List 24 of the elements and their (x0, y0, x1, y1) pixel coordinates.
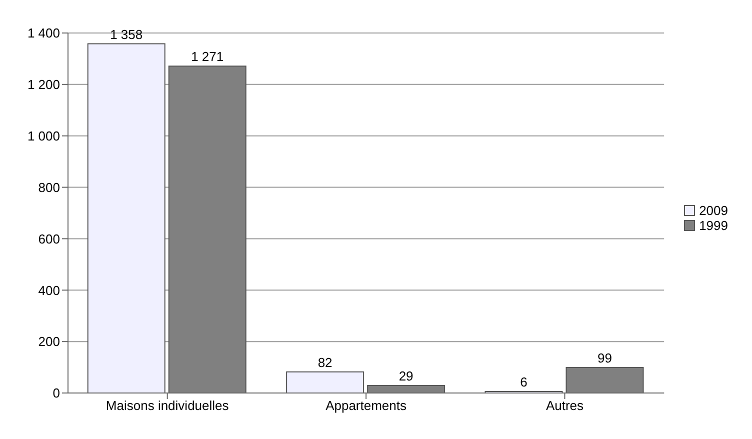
data-label: 99 (598, 350, 612, 366)
legend-label: 2009 (699, 203, 728, 218)
bar (87, 43, 166, 393)
y-tick-label: 200 (38, 334, 60, 350)
x-tick-label: Appartements (326, 398, 408, 414)
y-tick-label: 600 (38, 231, 60, 246)
data-label: 29 (398, 368, 414, 384)
y-tick-label: 1 000 (27, 128, 60, 144)
legend-label: 1999 (699, 218, 728, 233)
data-label: 1 358 (110, 26, 143, 42)
data-label: 82 (318, 354, 332, 370)
y-tick-label: 800 (38, 180, 60, 195)
data-label: 6 (520, 374, 528, 390)
y-tick-label: 1 400 (27, 26, 60, 41)
x-tick-label: Autres (546, 398, 584, 414)
y-tick-label: 0 (52, 386, 60, 401)
bar (367, 385, 446, 393)
data-label: 1 271 (191, 49, 224, 64)
bar (566, 367, 644, 393)
bar (168, 66, 246, 393)
y-tick-label: 1 200 (27, 77, 60, 92)
bar (286, 371, 364, 393)
x-tick-label: Maisons individuelles (106, 398, 230, 414)
y-tick-label: 400 (38, 282, 60, 298)
